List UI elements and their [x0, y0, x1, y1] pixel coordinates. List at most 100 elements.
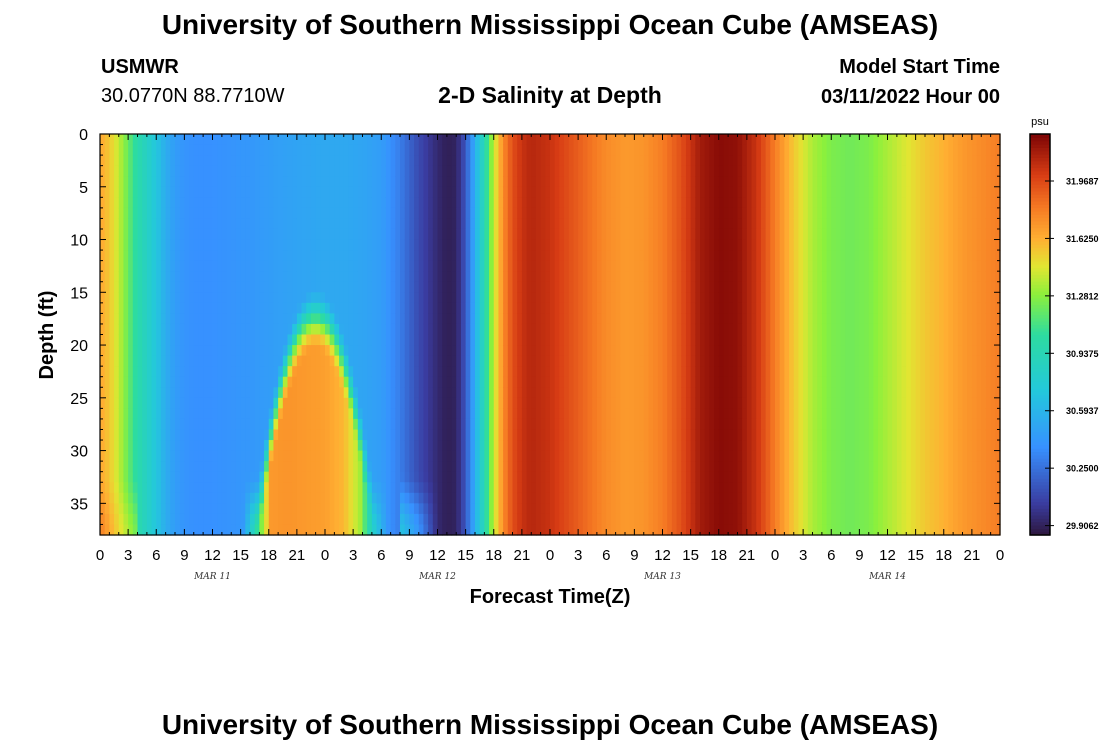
- heatmap-cell: [512, 292, 518, 304]
- heatmap-cell: [554, 250, 560, 262]
- heatmap-cell: [606, 313, 612, 325]
- heatmap-cell: [240, 197, 246, 209]
- heatmap-cell: [648, 313, 654, 325]
- heatmap-cell: [484, 134, 490, 146]
- heatmap-cell: [465, 440, 471, 452]
- heatmap-cell: [282, 503, 289, 515]
- heatmap-cell: [104, 524, 110, 536]
- heatmap-cell: [118, 207, 125, 220]
- heatmap-cell: [273, 144, 279, 156]
- heatmap-cell: [292, 323, 298, 336]
- heatmap-cell: [114, 155, 120, 167]
- heatmap-cell: [442, 461, 448, 473]
- heatmap-cell: [146, 513, 153, 526]
- heatmap-cell: [643, 228, 650, 241]
- heatmap-cell: [657, 334, 664, 346]
- heatmap-cell: [587, 250, 593, 262]
- heatmap-cell: [690, 176, 696, 188]
- heatmap-cell: [376, 313, 382, 325]
- heatmap-cell: [268, 408, 275, 420]
- heatmap-cell: [423, 482, 429, 494]
- heatmap-cell: [568, 197, 575, 209]
- heatmap-cell: [245, 503, 251, 515]
- heatmap-cell: [385, 461, 392, 473]
- heatmap-cell: [629, 134, 635, 146]
- heatmap-cell: [418, 281, 425, 293]
- heatmap-cell: [165, 345, 171, 357]
- heatmap-cell: [573, 376, 579, 388]
- heatmap-cell: [385, 387, 392, 399]
- heatmap-cell: [512, 366, 518, 378]
- heatmap-cell: [132, 165, 139, 177]
- heatmap-cell: [653, 228, 659, 241]
- heatmap-cell: [606, 165, 612, 177]
- heatmap-cell: [381, 207, 387, 220]
- heatmap-cell: [423, 207, 429, 220]
- heatmap-cell: [629, 165, 635, 177]
- heatmap-cell: [231, 440, 237, 452]
- heatmap-cell: [348, 155, 354, 167]
- heatmap-cell: [451, 250, 457, 262]
- heatmap-cell: [301, 387, 307, 399]
- heatmap-cell: [254, 186, 260, 198]
- heatmap-cell: [428, 313, 434, 325]
- heatmap-cell: [296, 228, 303, 241]
- heatmap-cell: [446, 366, 453, 378]
- heatmap-cell: [109, 397, 115, 409]
- heatmap-cell: [226, 281, 232, 293]
- heatmap-cell: [671, 524, 678, 536]
- heatmap-cell: [198, 165, 204, 177]
- heatmap-cell: [620, 461, 626, 473]
- heatmap-cell: [217, 503, 223, 515]
- heatmap-cell: [503, 492, 509, 504]
- heatmap-cell: [362, 281, 368, 293]
- heatmap-cell: [151, 250, 157, 262]
- heatmap-cell: [325, 376, 331, 388]
- heatmap-cell: [306, 134, 312, 146]
- heatmap-cell: [240, 323, 246, 336]
- heatmap-cell: [432, 429, 439, 441]
- heatmap-cell: [409, 186, 415, 198]
- heatmap-cell: [545, 524, 551, 536]
- heatmap-cell: [676, 503, 682, 515]
- heatmap-cell: [287, 260, 293, 272]
- heatmap-cell: [254, 260, 260, 272]
- heatmap-cell: [278, 155, 284, 167]
- heatmap-cell: [662, 207, 668, 220]
- heatmap-cell: [362, 461, 368, 473]
- heatmap-cell: [165, 176, 171, 188]
- heatmap-cell: [226, 176, 232, 188]
- heatmap-cell: [212, 260, 218, 272]
- heatmap-cell: [573, 334, 579, 346]
- heatmap-cell: [545, 292, 551, 304]
- heatmap-cell: [212, 250, 218, 262]
- heatmap-cell: [592, 524, 598, 536]
- heatmap-cell: [484, 165, 490, 177]
- heatmap-cell: [287, 429, 293, 441]
- heatmap-cell: [671, 429, 678, 441]
- heatmap-cell: [367, 513, 373, 526]
- heatmap-cell: [137, 155, 143, 167]
- heatmap-cell: [296, 429, 303, 441]
- heatmap-cell: [540, 228, 546, 241]
- heatmap-cell: [503, 513, 509, 526]
- heatmap-cell: [353, 323, 359, 336]
- heatmap-cell: [132, 408, 139, 420]
- heatmap-cell: [479, 218, 485, 230]
- heatmap-cell: [432, 134, 439, 146]
- heatmap-cell: [231, 186, 237, 198]
- heatmap-cell: [451, 186, 457, 198]
- heatmap-cell: [156, 461, 162, 473]
- heatmap-cell: [634, 366, 640, 378]
- heatmap-cell: [104, 323, 110, 336]
- heatmap-cell: [146, 155, 153, 167]
- heatmap-cell: [132, 345, 139, 357]
- heatmap-cell: [371, 197, 378, 209]
- heatmap-cell: [610, 134, 617, 146]
- heatmap-cell: [400, 197, 406, 209]
- heatmap-cell: [554, 376, 560, 388]
- heatmap-cell: [114, 260, 120, 272]
- heatmap-cell: [582, 397, 589, 409]
- heatmap-cell: [648, 302, 654, 314]
- heatmap-cell: [564, 186, 570, 198]
